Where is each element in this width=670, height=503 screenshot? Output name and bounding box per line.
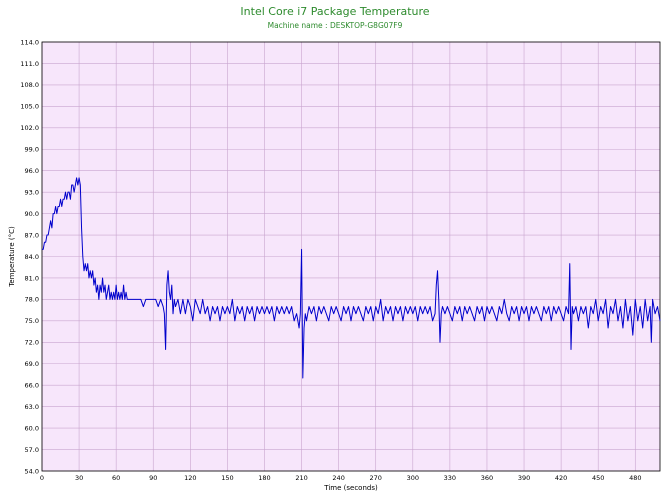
x-tick-label: 240 — [332, 474, 344, 482]
y-tick-label: 105.0 — [20, 103, 39, 111]
y-tick-label: 96.0 — [25, 167, 39, 175]
x-tick-label: 450 — [592, 474, 604, 482]
y-tick-label: 108.0 — [20, 81, 39, 89]
x-tick-label: 390 — [518, 474, 530, 482]
x-tick-label: 60 — [112, 474, 120, 482]
y-axis-ticks: 54.0 57.0 60.0 63.0 66.0 69.0 72.0 75.0 78.0 81.0… — [20, 38, 39, 475]
plot-frame — [41, 41, 661, 472]
y-tick-label: 93.0 — [25, 188, 39, 196]
y-tick-label: 60.0 — [25, 424, 39, 432]
temperature-series-line — [42, 177, 661, 379]
x-tick-label: 360 — [481, 474, 493, 482]
x-tick-label: 180 — [258, 474, 270, 482]
x-tick-label: 150 — [221, 474, 233, 482]
x-tick-label: 30 — [75, 474, 83, 482]
x-axis-ticks: 0 30 60 90 120 150 180 210 240 270 300 330 360 390 420… — [40, 474, 642, 482]
y-tick-label: 90.0 — [25, 210, 39, 218]
chart-subtitle: Machine name : DESKTOP-G8G07F9 — [268, 21, 403, 30]
x-axis-label: Time (seconds) — [323, 484, 378, 492]
x-tick-label: 420 — [555, 474, 567, 482]
x-tick-label: 0 — [40, 474, 44, 482]
x-tick-label: 120 — [184, 474, 196, 482]
y-tick-label: 75.0 — [25, 317, 39, 325]
x-tick-label: 90 — [149, 474, 157, 482]
y-tick-label: 87.0 — [25, 231, 39, 239]
y-tick-label: 102.0 — [20, 124, 39, 132]
series-layer — [42, 177, 661, 379]
y-tick-label: 63.0 — [25, 403, 39, 411]
y-tick-label: 84.0 — [25, 253, 39, 261]
y-axis-label: Temperature (°C) — [8, 226, 16, 288]
chart-title: Intel Core i7 Package Temperature — [240, 5, 429, 18]
y-tick-label: 111.0 — [20, 60, 39, 68]
y-tick-label: 54.0 — [25, 467, 39, 475]
x-tick-label: 480 — [629, 474, 641, 482]
y-tick-label: 66.0 — [25, 382, 39, 390]
y-tick-label: 57.0 — [25, 446, 39, 454]
y-tick-label: 72.0 — [25, 339, 39, 347]
y-tick-label: 99.0 — [25, 146, 39, 154]
y-tick-label: 69.0 — [25, 360, 39, 368]
y-tick-label: 114.0 — [20, 38, 39, 46]
x-tick-label: 210 — [295, 474, 307, 482]
x-tick-label: 330 — [444, 474, 456, 482]
y-tick-label: 81.0 — [25, 274, 39, 282]
grid-lines — [41, 41, 660, 472]
x-tick-label: 270 — [370, 474, 382, 482]
y-tick-label: 78.0 — [25, 296, 39, 304]
x-tick-label: 300 — [407, 474, 419, 482]
